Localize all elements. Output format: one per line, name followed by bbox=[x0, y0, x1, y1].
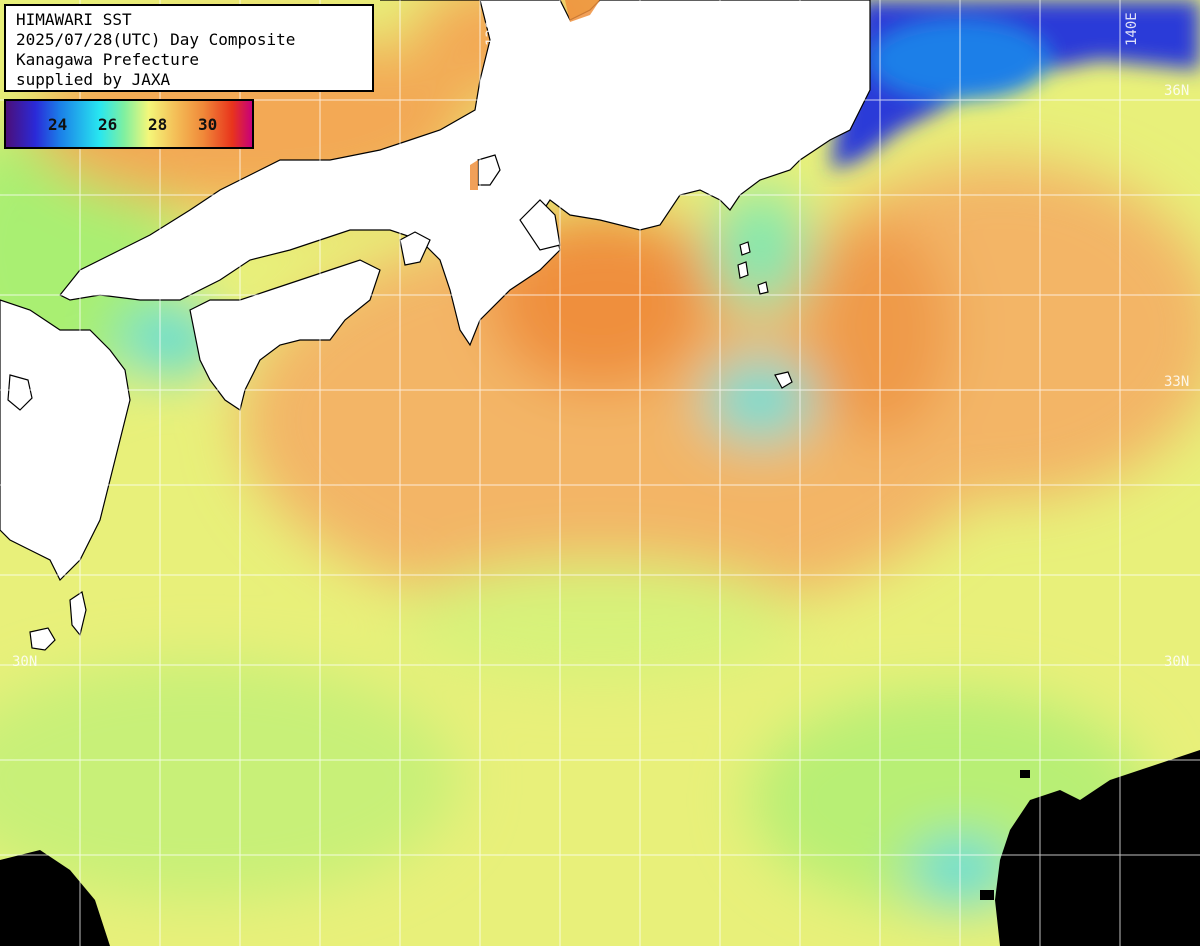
label-lat-36: 36N bbox=[1164, 83, 1189, 99]
cloud-south-east bbox=[995, 750, 1200, 946]
land bbox=[0, 0, 871, 651]
label-lon-140: 140E bbox=[1124, 12, 1140, 46]
label-lat-30-left: 30N bbox=[12, 654, 37, 670]
land-islet-tsushima bbox=[7, 374, 33, 411]
label-lat-33: 33N bbox=[1164, 374, 1189, 390]
cold-sea-boso bbox=[710, 190, 810, 310]
title-line-product: HIMAWARI SST bbox=[16, 10, 132, 29]
cold-eddy bbox=[705, 360, 815, 440]
cool-sea-south-west bbox=[0, 660, 460, 900]
land-honshu bbox=[59, 0, 871, 347]
land-izu-1 bbox=[739, 241, 751, 256]
cloud-speck-3 bbox=[1020, 770, 1030, 778]
coastal-warm-sado bbox=[470, 160, 478, 190]
cloud-south-west bbox=[0, 850, 110, 946]
title-line-credit: supplied by JAXA bbox=[16, 70, 171, 89]
label-lon-136: 136E bbox=[484, 12, 500, 46]
coastal-water bbox=[470, 0, 600, 190]
cloud-speck-1 bbox=[980, 890, 994, 900]
legend-tick-28: 28 bbox=[148, 115, 168, 134]
land-izu-3 bbox=[757, 281, 769, 295]
color-scale-legend: 24 26 28 30 bbox=[4, 99, 254, 149]
coastal-warm-north bbox=[565, 0, 600, 22]
legend-tick-24: 24 bbox=[48, 115, 68, 134]
legend-tick-26: 26 bbox=[98, 115, 118, 134]
land-kii-tip bbox=[519, 199, 561, 251]
title-line-date: 2025/07/28(UTC) Day Composite bbox=[16, 30, 296, 49]
label-lat-30-right: 30N bbox=[1164, 654, 1189, 670]
land-izu-2 bbox=[737, 261, 749, 279]
cool-sea-mid bbox=[400, 560, 800, 680]
land-yakushima bbox=[29, 627, 56, 651]
title-line-region: Kanagawa Prefecture bbox=[16, 50, 200, 69]
cloud-speck-2 bbox=[1050, 820, 1062, 828]
land-shikoku bbox=[189, 259, 381, 411]
cloud-mask bbox=[0, 750, 1200, 946]
land-hachijo bbox=[774, 371, 793, 389]
grid-labels: 136E 140E 36N 33N 30N 30N bbox=[12, 12, 1189, 670]
land-awaji bbox=[399, 231, 431, 266]
legend-tick-30: 30 bbox=[198, 115, 218, 134]
title-box: HIMAWARI SST 2025/07/28(UTC) Day Composi… bbox=[4, 4, 374, 92]
